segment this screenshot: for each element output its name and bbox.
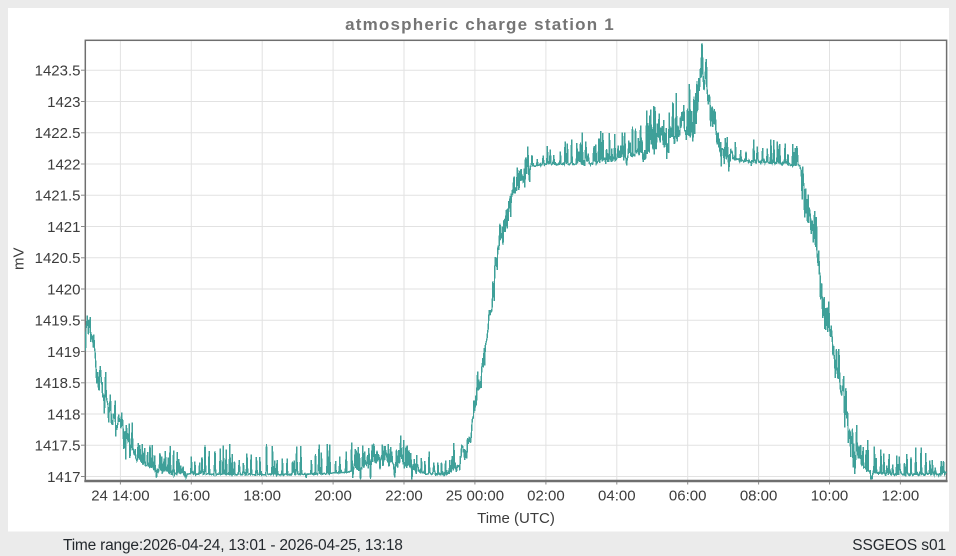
svg-text:18:00: 18:00 <box>243 488 281 505</box>
svg-text:1417.5: 1417.5 <box>35 438 81 455</box>
svg-text:1423.5: 1423.5 <box>35 63 81 80</box>
svg-text:1418: 1418 <box>47 406 80 423</box>
svg-text:1421.5: 1421.5 <box>35 188 81 205</box>
svg-text:10:00: 10:00 <box>811 488 849 505</box>
svg-text:1422.5: 1422.5 <box>35 125 81 142</box>
svg-text:16:00: 16:00 <box>173 488 211 505</box>
svg-text:1419: 1419 <box>47 344 80 361</box>
svg-text:Time (UTC): Time (UTC) <box>477 510 555 527</box>
svg-text:1422: 1422 <box>47 156 80 173</box>
svg-text:1421: 1421 <box>47 219 80 236</box>
svg-text:08:00: 08:00 <box>740 488 778 505</box>
svg-text:1419.5: 1419.5 <box>35 313 81 330</box>
svg-text:1423: 1423 <box>47 94 80 111</box>
svg-text:22:00: 22:00 <box>385 488 423 505</box>
svg-text:12:00: 12:00 <box>882 488 920 505</box>
svg-text:25 00:00: 25 00:00 <box>446 488 504 505</box>
svg-text:1417: 1417 <box>47 469 80 486</box>
svg-text:1418.5: 1418.5 <box>35 375 81 392</box>
svg-text:1420.5: 1420.5 <box>35 250 81 267</box>
svg-text:SSGEOS s01: SSGEOS s01 <box>852 537 946 554</box>
svg-text:mV: mV <box>11 248 28 271</box>
svg-text:1420: 1420 <box>47 281 80 298</box>
svg-text:20:00: 20:00 <box>314 488 352 505</box>
svg-text:Time range:2026-04-24, 13:01 -: Time range:2026-04-24, 13:01 - 2026-04-2… <box>63 537 403 554</box>
svg-text:06:00: 06:00 <box>669 488 707 505</box>
svg-text:24 14:00: 24 14:00 <box>91 488 149 505</box>
svg-text:02:00: 02:00 <box>527 488 565 505</box>
svg-text:04:00: 04:00 <box>598 488 636 505</box>
svg-text:atmospheric charge station 1: atmospheric charge station 1 <box>345 15 615 34</box>
